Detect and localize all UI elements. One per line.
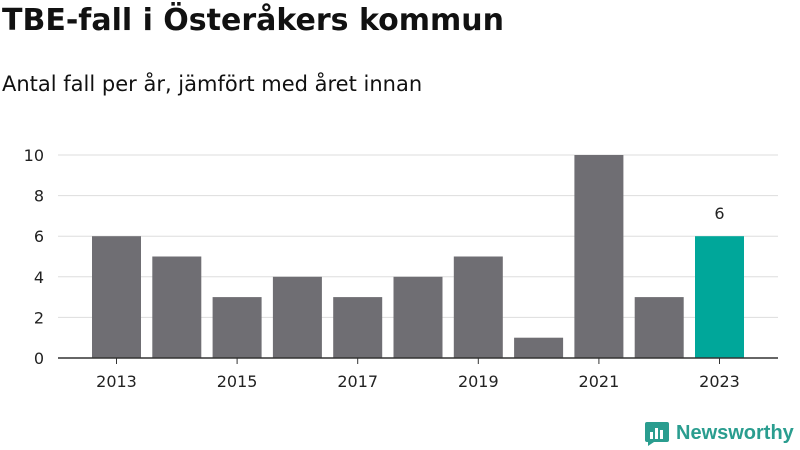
- bar-2023: [695, 236, 744, 358]
- bar-2018: [393, 276, 443, 358]
- x-tick-label: 2021: [579, 372, 620, 391]
- x-tick-label: 2017: [337, 372, 378, 391]
- chart-title: TBE-fall i Österåkers kommun: [2, 3, 504, 38]
- data-label: 6: [714, 204, 724, 223]
- y-tick-label: 8: [34, 187, 44, 206]
- bar-2013: [92, 236, 141, 358]
- bar-2021: [574, 155, 624, 358]
- y-tick-label: 6: [34, 227, 44, 246]
- newsworthy-logo-icon: [645, 422, 669, 446]
- bar-2022: [634, 297, 684, 358]
- bar-2016: [272, 276, 322, 358]
- newsworthy-logo-text: Newsworthy: [676, 421, 794, 444]
- x-tick-label: 2013: [96, 372, 137, 391]
- bar-2014: [152, 256, 202, 358]
- bar-2020: [514, 337, 564, 358]
- y-tick-label: 4: [34, 268, 44, 287]
- x-tick-label: 2019: [458, 372, 499, 391]
- bar-2019: [453, 256, 503, 358]
- newsworthy-logo: Newsworthy: [644, 420, 794, 446]
- y-tick-label: 10: [24, 146, 44, 165]
- bar-2015: [212, 297, 262, 358]
- y-tick-label: 0: [34, 349, 44, 368]
- bar-2017: [333, 297, 383, 358]
- x-tick-label: 2023: [699, 372, 740, 391]
- x-tick-label: 2015: [217, 372, 258, 391]
- chart-subtitle: Antal fall per år, jämfört med året inna…: [2, 72, 423, 96]
- y-tick-label: 2: [34, 308, 44, 327]
